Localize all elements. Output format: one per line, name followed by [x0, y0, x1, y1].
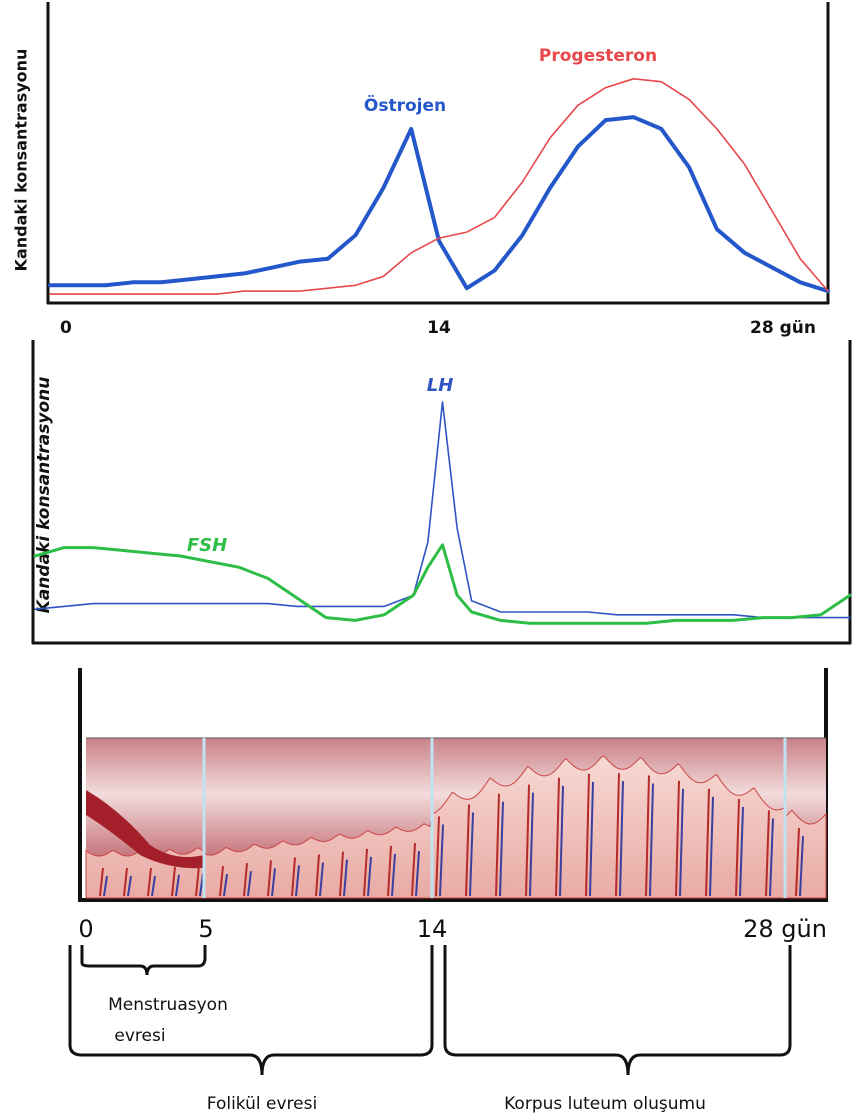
vessel — [529, 792, 534, 897]
x-tick-label: 14 — [427, 318, 451, 338]
vessel — [415, 850, 420, 897]
vessel — [705, 788, 710, 897]
vessel — [319, 862, 324, 897]
vessel — [739, 806, 744, 897]
series-label: LH — [427, 375, 454, 396]
vessel — [151, 875, 156, 897]
vessel — [127, 875, 132, 897]
phase-label: Folikül evresi — [207, 1094, 317, 1114]
endometrium — [78, 668, 828, 902]
vessel — [243, 863, 248, 897]
vessel — [649, 783, 654, 897]
line — [49, 78, 829, 295]
vessel — [411, 842, 416, 897]
vessel — [735, 798, 740, 897]
vessel — [679, 788, 684, 897]
series-label: Östrojen — [364, 94, 446, 116]
vessel — [645, 775, 650, 897]
day-labels: 0 5 14 28 gün — [78, 915, 827, 943]
vessel — [555, 777, 560, 897]
vessel — [675, 780, 680, 897]
vessel — [559, 785, 564, 897]
day-label: 28 gün — [743, 915, 827, 943]
x-tick-label: 0 — [60, 318, 72, 338]
phase-label: Korpus luteum oluşumu — [504, 1094, 706, 1114]
y-axis-label: Kandaki konsantrasyonu — [12, 49, 31, 272]
vessel — [195, 865, 200, 897]
vessel — [619, 781, 624, 897]
vessel — [99, 867, 104, 897]
menstrual-shed — [86, 790, 204, 869]
vessel — [387, 845, 392, 897]
day-label: 14 — [417, 915, 448, 943]
vessel — [525, 784, 530, 897]
day-label: 5 — [198, 915, 213, 943]
x-tick-label: 28 gün — [750, 318, 816, 338]
vessel — [315, 854, 320, 897]
vessel — [435, 816, 440, 897]
braces — [68, 945, 792, 1076]
vessel — [123, 867, 128, 897]
vessel — [585, 773, 590, 897]
line — [34, 401, 851, 619]
vessel — [465, 804, 470, 897]
vessel — [799, 835, 804, 897]
vessel — [391, 853, 396, 897]
vessel — [223, 873, 228, 897]
vessel — [339, 851, 344, 897]
vessel — [367, 856, 372, 897]
vessel — [271, 868, 276, 897]
vessel — [469, 812, 474, 897]
day-label: 0 — [78, 915, 93, 943]
phase-label: Menstruasyon — [108, 995, 228, 1015]
y-axis-label: Kandaki konsantrasyonu — [34, 377, 54, 614]
vessel — [499, 801, 504, 897]
vessel — [589, 781, 594, 897]
phase-label: evresi — [114, 1026, 165, 1046]
vessel — [219, 865, 224, 897]
vessel — [495, 793, 500, 897]
series-label: Progesteron — [539, 46, 657, 66]
vessel — [267, 860, 272, 897]
vessel — [147, 867, 152, 897]
vessel — [363, 848, 368, 897]
phase-labels: Menstruasyon evresi Folikül evresi Korpu… — [108, 995, 706, 1114]
vessel — [795, 827, 800, 897]
vessel — [171, 866, 176, 897]
series-label: FSH — [187, 535, 227, 556]
vessel — [295, 865, 300, 897]
vessel — [103, 875, 108, 897]
vessel — [765, 810, 770, 897]
vessel — [615, 773, 620, 897]
vessel — [439, 824, 444, 897]
vessel — [769, 818, 774, 897]
vessel — [709, 796, 714, 897]
line — [33, 543, 852, 625]
vessel — [247, 871, 252, 897]
vessel — [291, 857, 296, 897]
line — [48, 115, 830, 294]
vessel — [175, 874, 180, 897]
vessel — [343, 859, 348, 897]
